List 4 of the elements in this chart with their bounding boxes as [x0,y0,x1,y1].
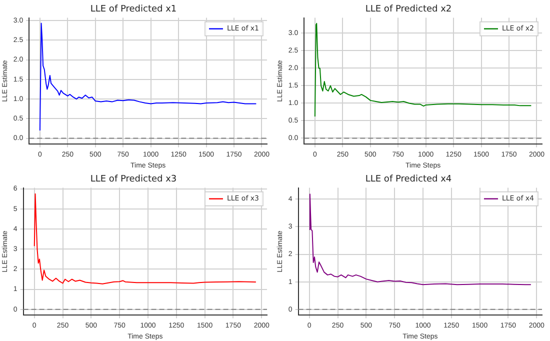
chart-title: LLE of Predicted x4 [365,174,452,185]
chart-title: LLE of Predicted x1 [90,4,177,15]
chart-title: LLE of Predicted x3 [90,174,177,185]
chart-title: LLE of Predicted x2 [365,4,452,15]
